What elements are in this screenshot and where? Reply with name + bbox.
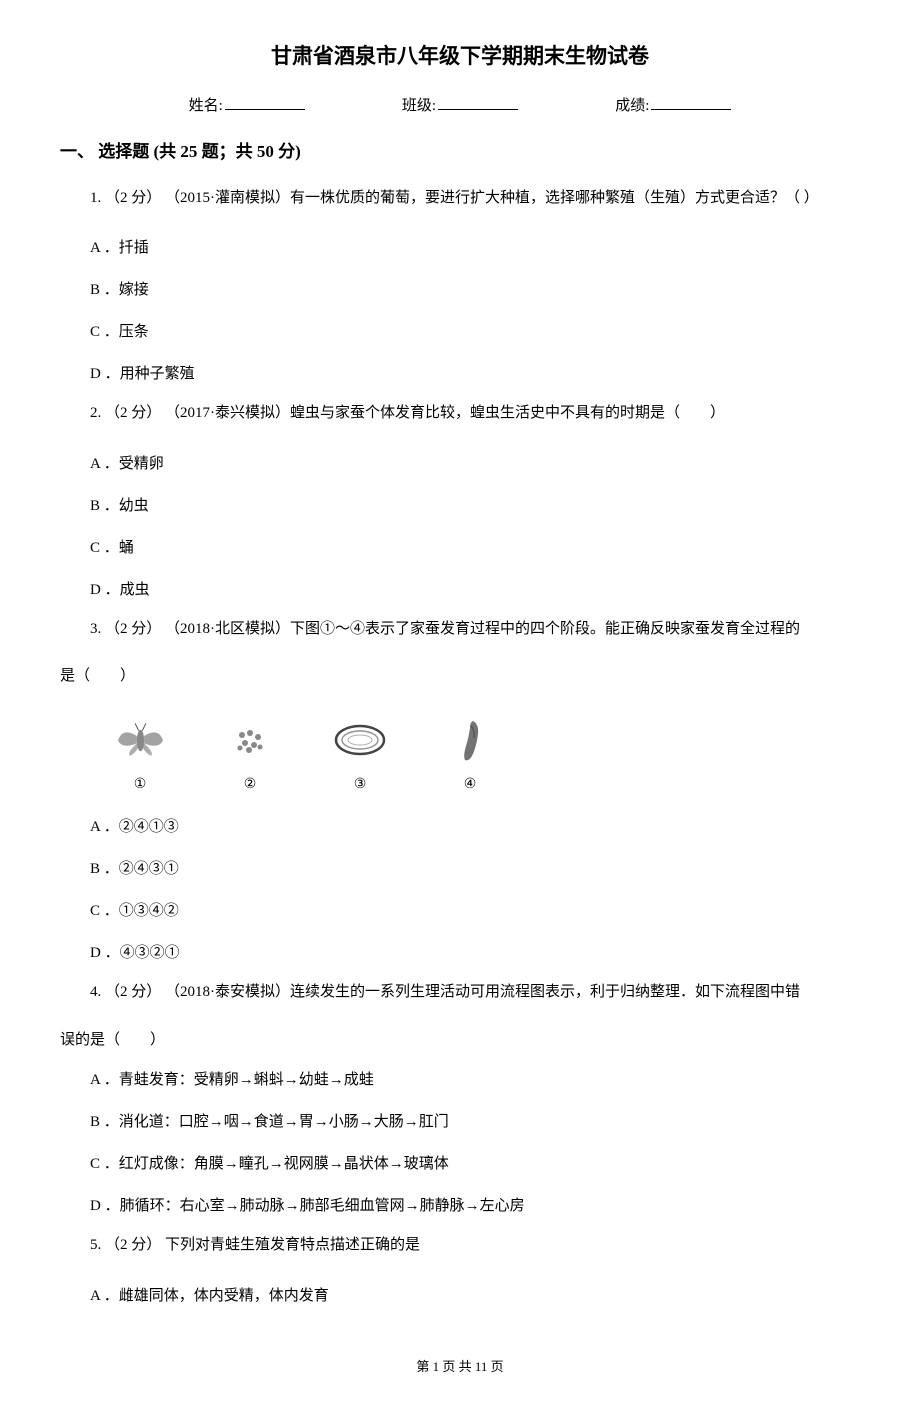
q3-image-2: ② [220, 716, 280, 796]
q4-option-a: A ．青蛙发育：受精卵→蝌蚪→幼蛙→成蛙 [90, 1059, 860, 1101]
header-fields: 姓名: 班级: 成绩: [60, 94, 860, 118]
q3-option-d: D ．④③②① [90, 932, 860, 974]
score-field: 成绩: [615, 94, 731, 118]
class-label: 班级: [402, 94, 436, 118]
q3-option-b: B ．②④③① [90, 848, 860, 890]
q3-stem-line1: 3. （2 分） （2018·北区模拟）下图①～④表示了家蚕发育过程中的四个阶段… [60, 611, 860, 649]
exam-title: 甘肃省酒泉市八年级下学期期末生物试卷 [60, 40, 860, 74]
q3-label-2: ② [244, 774, 257, 796]
q3-option-a: A ．②④①③ [90, 806, 860, 848]
section-1-header: 一、 选择题 (共 25 题；共 50 分) [60, 138, 860, 165]
q2-option-b: B ．幼虫 [90, 485, 860, 527]
q1-option-d: D ．用种子繁殖 [90, 353, 860, 395]
question-4: 4. （2 分） （2018·泰安模拟）连续发生的一系列生理活动可用流程图表示，… [60, 974, 860, 1012]
question-5: 5. （2 分） 下列对青蛙生殖发育特点描述正确的是 [60, 1227, 860, 1265]
q3-image-1: ① [110, 716, 170, 796]
page-footer: 第 1 页 共 11 页 [60, 1357, 860, 1378]
question-1: 1. （2 分） （2015·灌南模拟）有一株优质的葡萄，要进行扩大种植，选择哪… [60, 180, 860, 218]
q2-option-d: D ．成虫 [90, 569, 860, 611]
larva-icon [440, 716, 500, 766]
name-blank[interactable] [225, 109, 305, 110]
egg-cluster-icon [220, 716, 280, 766]
q2-option-a: A ．受精卵 [90, 443, 860, 485]
q5-option-a: A ．雌雄同体，体内受精，体内发育 [90, 1275, 860, 1317]
q3-label-4: ④ [464, 774, 477, 796]
name-label: 姓名: [189, 94, 223, 118]
score-blank[interactable] [651, 109, 731, 110]
q3-label-3: ③ [354, 774, 367, 796]
q4-option-d: D ．肺循环：右心室→肺动脉→肺部毛细血管网→肺静脉→左心房 [90, 1185, 860, 1227]
q5-stem: 5. （2 分） 下列对青蛙生殖发育特点描述正确的是 [60, 1227, 860, 1265]
question-2: 2. （2 分） （2017·泰兴模拟）蝗虫与家蚕个体发育比较，蝗虫生活史中不具… [60, 395, 860, 433]
q3-stem-line2: 是（ ） [60, 658, 860, 696]
q1-stem: 1. （2 分） （2015·灌南模拟）有一株优质的葡萄，要进行扩大种植，选择哪… [60, 180, 860, 218]
q3-label-1: ① [134, 774, 147, 796]
name-field: 姓名: [189, 94, 305, 118]
question-3: 3. （2 分） （2018·北区模拟）下图①～④表示了家蚕发育过程中的四个阶段… [60, 611, 860, 649]
q3-image-3: ③ [330, 716, 390, 796]
cocoon-icon [330, 716, 390, 766]
q2-option-c: C ．蛹 [90, 527, 860, 569]
q1-option-b: B ．嫁接 [90, 269, 860, 311]
moth-icon [110, 716, 170, 766]
q2-stem: 2. （2 分） （2017·泰兴模拟）蝗虫与家蚕个体发育比较，蝗虫生活史中不具… [60, 395, 860, 433]
q3-images: ① ② ③ [110, 716, 860, 796]
class-blank[interactable] [438, 109, 518, 110]
q1-option-c: C ．压条 [90, 311, 860, 353]
score-label: 成绩: [615, 94, 649, 118]
class-field: 班级: [402, 94, 518, 118]
q4-option-b: B ．消化道：口腔→咽→食道→胃→小肠→大肠→肛门 [90, 1101, 860, 1143]
q3-image-4: ④ [440, 716, 500, 796]
q4-stem-line2: 误的是（ ） [60, 1022, 860, 1060]
q4-option-c: C ．红灯成像：角膜→瞳孔→视网膜→晶状体→玻璃体 [90, 1143, 860, 1185]
q3-option-c: C ．①③④② [90, 890, 860, 932]
q4-stem-line1: 4. （2 分） （2018·泰安模拟）连续发生的一系列生理活动可用流程图表示，… [60, 974, 860, 1012]
q1-option-a: A ．扦插 [90, 227, 860, 269]
